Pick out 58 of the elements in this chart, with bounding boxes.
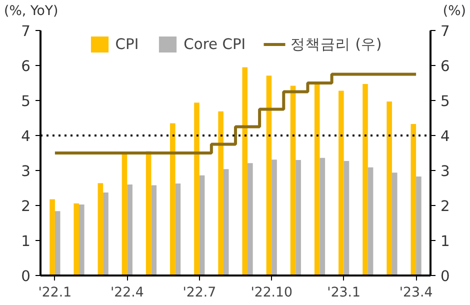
legend-label: Core CPI [184,36,246,52]
bar [296,160,301,276]
bar [392,172,398,276]
y-tick-label: 1 [21,233,31,250]
y2-tick-label: 1 [440,233,450,250]
bar [248,163,253,276]
bar [54,211,60,276]
y-tick-label: 6 [21,58,31,75]
y2-tick-label: 5 [440,93,450,110]
bar [386,102,392,276]
y-tick-label: 2 [21,198,31,215]
x-tick-label: '23.1 [327,286,361,300]
bar [242,67,248,276]
y2-tick-label: 4 [440,128,450,145]
y2-axis-title: (%) [442,3,466,21]
bar [416,176,422,276]
x-tick-label: '22.1 [38,286,72,300]
bar [218,111,224,276]
bar [290,86,296,276]
bar [338,90,344,276]
bar [98,183,104,276]
y-tick-label: 5 [21,93,31,110]
y2-tick-label: 6 [440,58,450,75]
bar [127,184,132,276]
bar [410,124,416,276]
bar [199,175,205,276]
x-tick-label: '23.4 [399,286,433,300]
bar [122,154,128,276]
bar [266,76,272,276]
bar [175,183,181,276]
y2-tick-label: 7 [440,23,450,40]
x-tick-label: '22.7 [182,286,216,300]
bar [74,203,80,276]
bar [344,161,350,276]
y2-tick-label: 3 [440,163,450,180]
y2-tick-label: 0 [440,268,450,285]
y-tick-label: 3 [21,163,31,180]
x-tick-label: '22.4 [110,286,144,300]
bar [320,158,326,276]
bar [194,102,200,276]
y-tick-label: 7 [21,23,31,40]
bar [368,167,374,276]
bar [223,169,229,276]
bar [170,123,176,276]
bar [151,185,157,276]
y-tick-label: 0 [21,268,31,285]
y-tick-label: 4 [21,128,31,145]
bar [103,192,108,276]
legend-label: 정책금리 (우) [290,34,382,54]
y-axis-title: (%, YoY) [4,3,58,21]
bar [272,160,277,276]
bar [79,204,84,276]
bar [50,199,55,276]
legend-label: CPI [115,36,139,52]
y2-tick-label: 2 [440,198,450,215]
x-tick-label: '22.10 [250,286,293,300]
bar [362,84,368,276]
bar [314,82,320,276]
